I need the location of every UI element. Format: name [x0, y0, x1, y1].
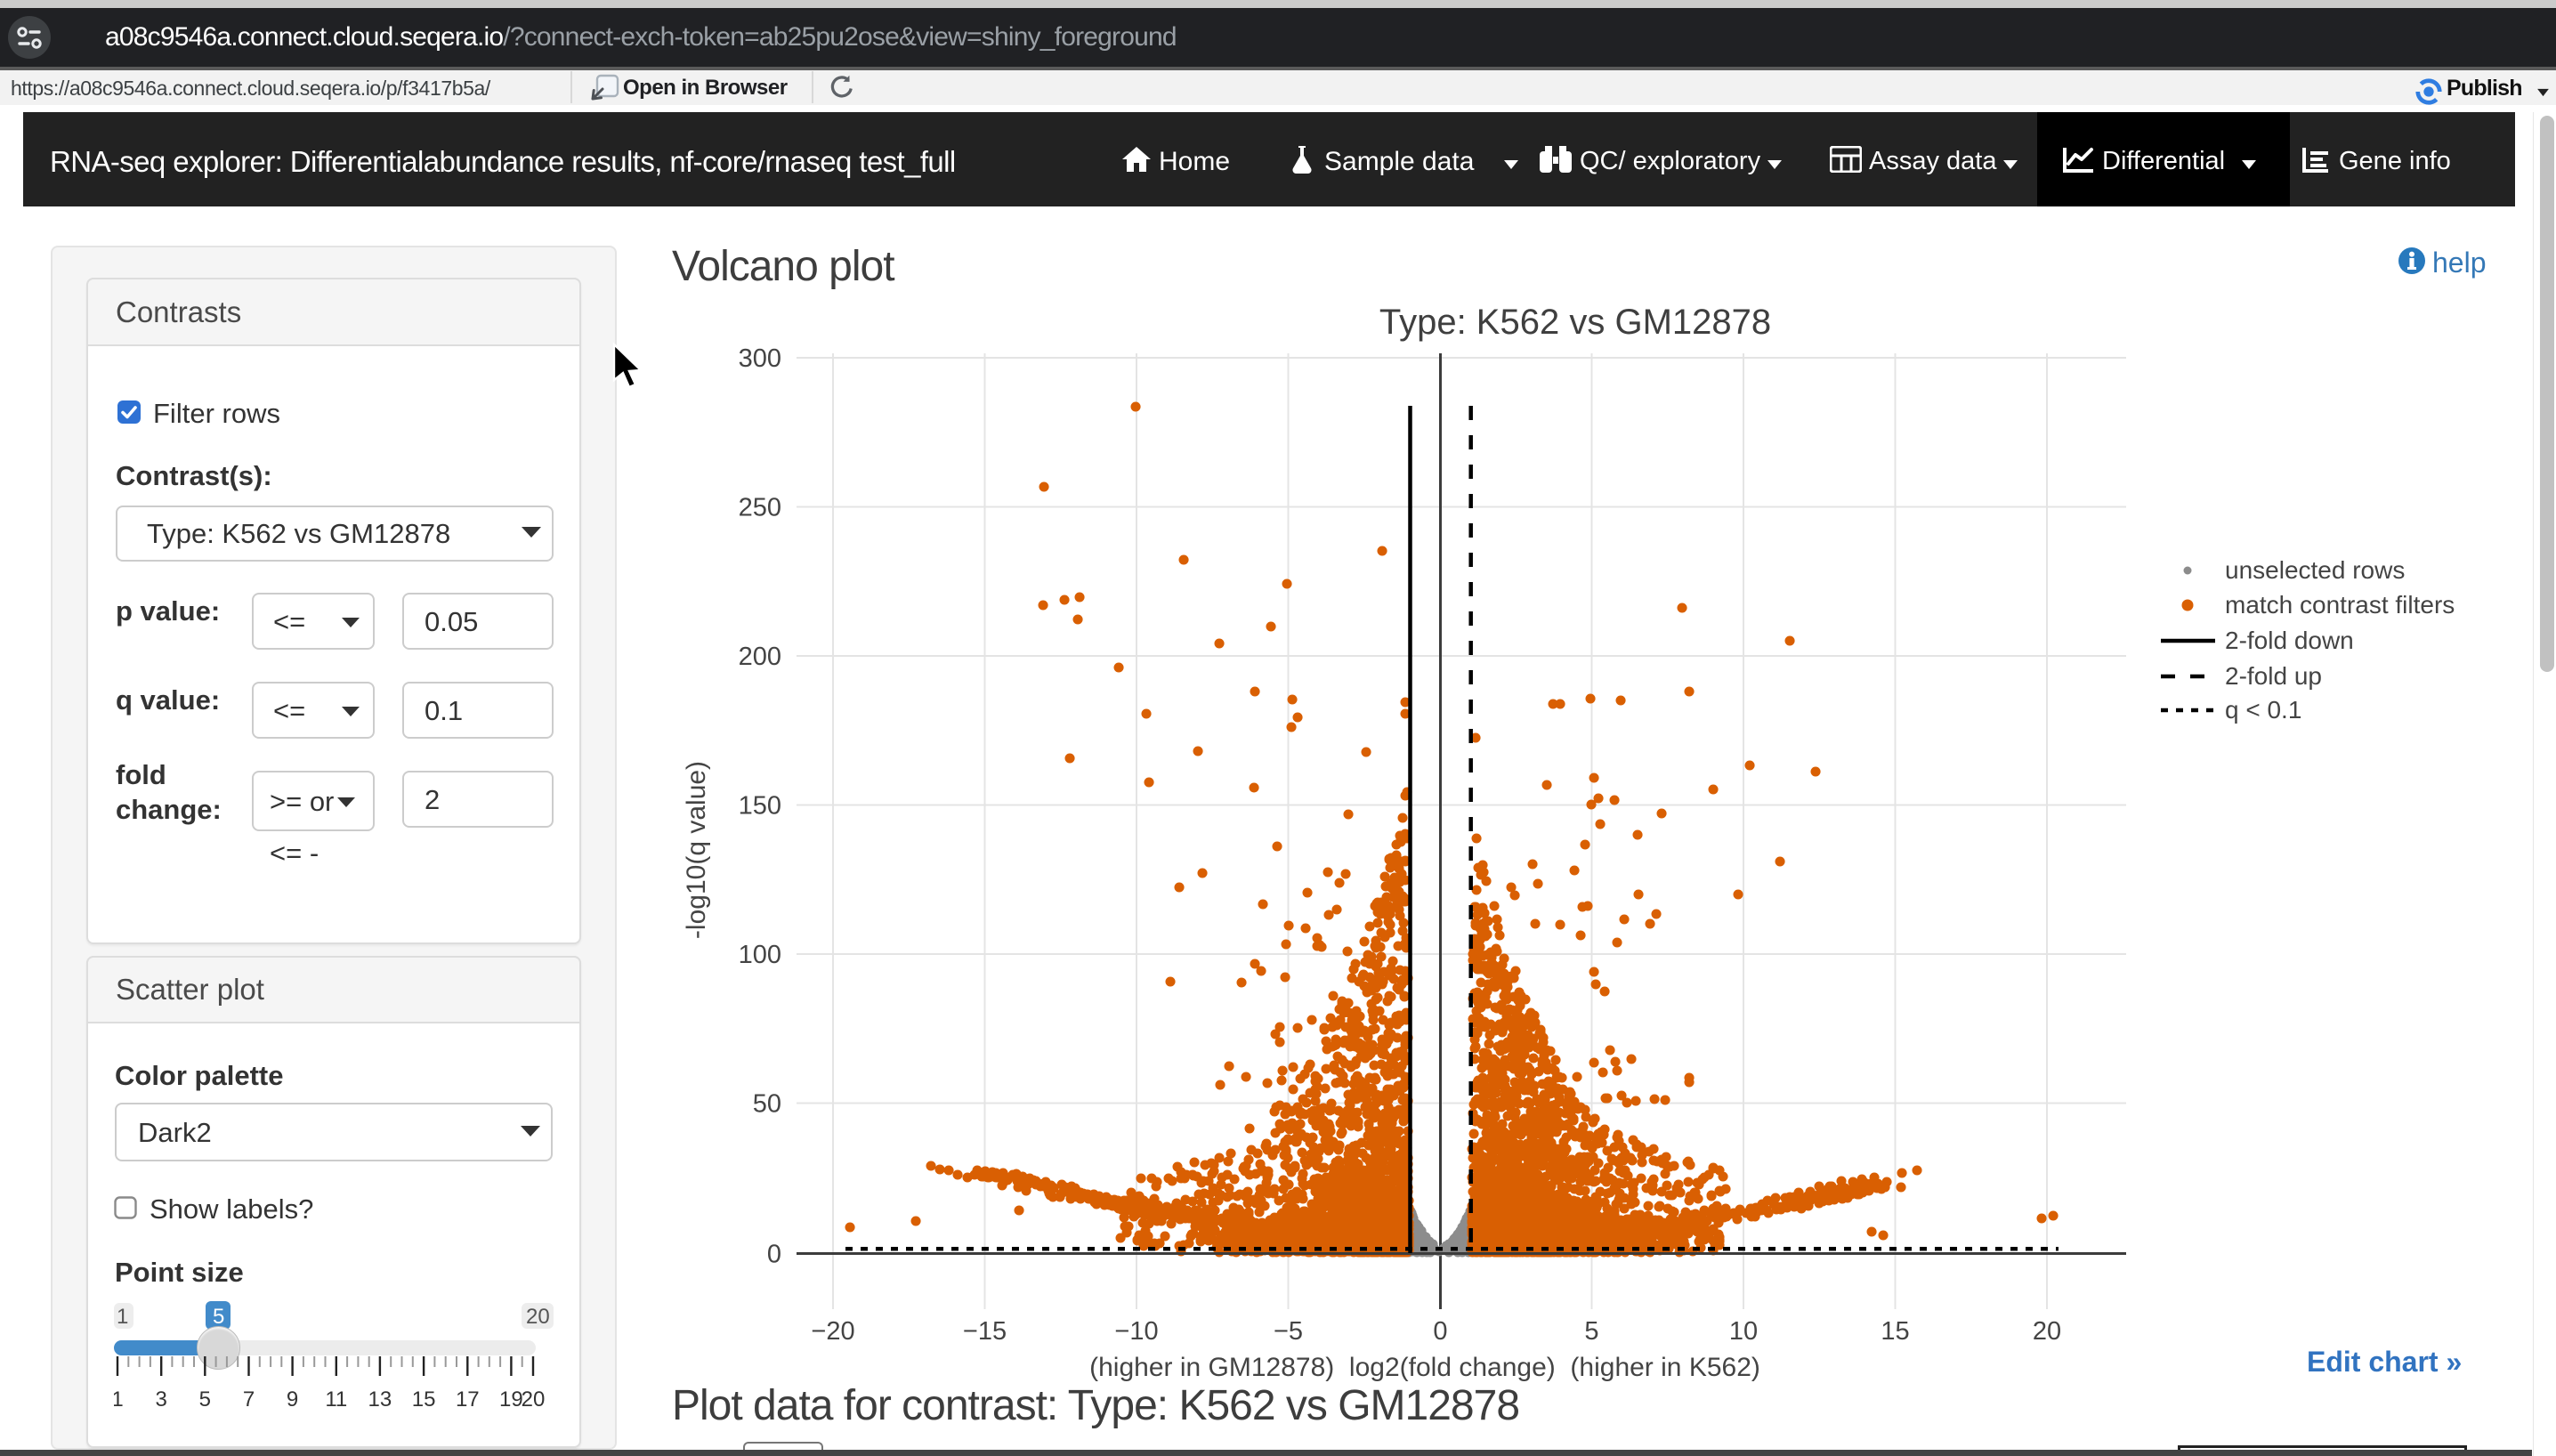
svg-text:150: 150	[739, 792, 781, 821]
svg-text:unselected rows: unselected rows	[2225, 556, 2405, 584]
svg-text:(higher in GM12878) log2(fold: (higher in GM12878) log2(fold change) (h…	[1089, 1353, 1760, 1382]
svg-text:−20: −20	[811, 1317, 854, 1346]
svg-text:13: 13	[368, 1387, 392, 1412]
svg-text:20: 20	[522, 1387, 546, 1412]
svg-text:19: 19	[499, 1387, 523, 1412]
svg-text:2-fold down: 2-fold down	[2225, 627, 2354, 654]
svg-text:17: 17	[456, 1387, 480, 1412]
svg-text:0: 0	[1433, 1317, 1447, 1346]
svg-text:−10: −10	[1114, 1317, 1158, 1346]
svg-text:−15: −15	[963, 1317, 1007, 1346]
svg-text:100: 100	[739, 941, 781, 969]
svg-text:11: 11	[325, 1387, 347, 1412]
svg-text:5: 5	[199, 1387, 211, 1412]
svg-text:q < 0.1: q < 0.1	[2225, 696, 2301, 724]
svg-text:250: 250	[739, 494, 781, 522]
svg-text:50: 50	[753, 1090, 781, 1119]
svg-text:15: 15	[412, 1387, 436, 1412]
svg-text:9: 9	[287, 1387, 298, 1412]
svg-text:match contrast filters: match contrast filters	[2225, 591, 2455, 619]
svg-text:−5: −5	[1274, 1317, 1303, 1346]
svg-text:7: 7	[243, 1387, 255, 1412]
svg-text:5: 5	[1584, 1317, 1598, 1346]
svg-text:3: 3	[156, 1387, 167, 1412]
svg-text:Type: K562 vs GM12878: Type: K562 vs GM12878	[1379, 303, 1771, 342]
svg-text:0: 0	[767, 1241, 781, 1269]
svg-text:-log10(q value): -log10(q value)	[682, 761, 711, 939]
svg-text:300: 300	[739, 344, 781, 373]
svg-text:10: 10	[1729, 1317, 1758, 1346]
svg-text:15: 15	[1881, 1317, 1909, 1346]
svg-text:200: 200	[739, 643, 781, 671]
svg-text:20: 20	[2033, 1317, 2061, 1346]
svg-text:1: 1	[114, 1387, 124, 1412]
svg-text:2-fold up: 2-fold up	[2225, 662, 2322, 690]
